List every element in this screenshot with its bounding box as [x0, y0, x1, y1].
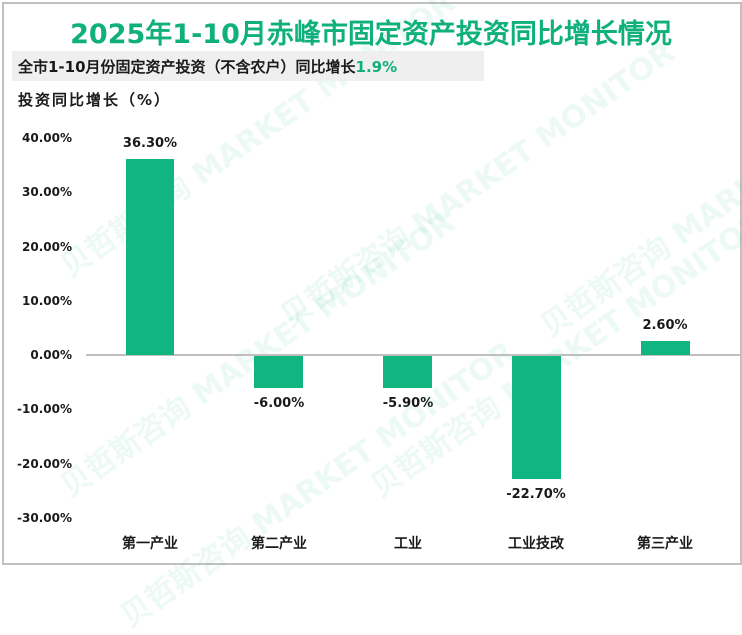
y-tick: -10.00%: [17, 402, 72, 416]
y-tick: 30.00%: [22, 185, 72, 199]
y-tick: -30.00%: [17, 511, 72, 525]
subtitle-text: 全市1-10月份固定资产投资（不含农户）同比增长: [18, 58, 356, 76]
x-category-label: 工业技改: [508, 536, 564, 552]
x-axis-line: [86, 354, 740, 356]
bar-industry: [383, 356, 432, 388]
x-category-label: 第三产业: [637, 536, 693, 552]
y-tick: 40.00%: [22, 131, 72, 145]
chart-frame: [2, 2, 742, 565]
x-category-label: 第二产业: [251, 536, 307, 552]
subtitle: 全市1-10月份固定资产投资（不含农户）同比增长1.9%: [18, 56, 397, 77]
y-tick: 10.00%: [22, 294, 72, 308]
value-label: -22.70%: [506, 487, 566, 502]
chart-title: 2025年1-10月赤峰市固定资产投资同比增长情况: [70, 19, 672, 50]
value-label: 2.60%: [642, 318, 688, 333]
y-tick: 0.00%: [30, 348, 72, 362]
bar-tertiary-industry: [641, 341, 690, 355]
value-label: -6.00%: [253, 396, 305, 411]
value-label: 36.30%: [122, 136, 178, 151]
subtitle-highlight: 1.9%: [355, 58, 398, 76]
value-label: -5.90%: [382, 396, 434, 411]
bar-primary-industry: [126, 159, 174, 355]
x-category-label: 第一产业: [122, 536, 178, 552]
bar-industry-tech-upgrade: [512, 356, 561, 479]
bar-secondary-industry: [254, 356, 303, 388]
x-category-label: 工业: [394, 536, 422, 552]
subtitle-box: [12, 51, 484, 81]
y-axis-label: 投资同比增长（%）: [18, 91, 172, 109]
y-tick: -20.00%: [17, 457, 72, 471]
y-tick: 20.00%: [22, 240, 72, 254]
